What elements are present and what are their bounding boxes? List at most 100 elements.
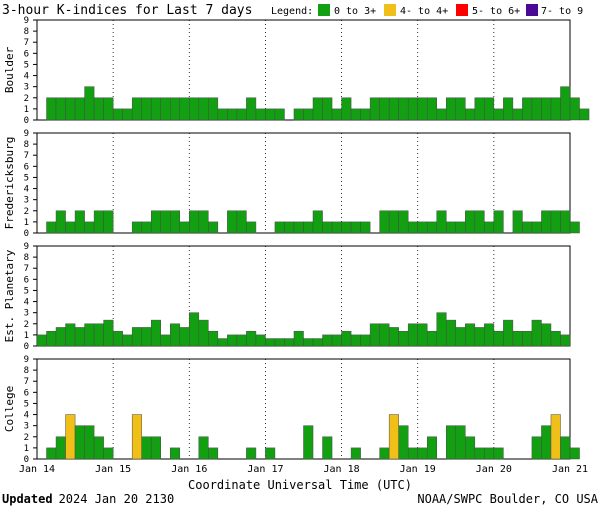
k-index-bar [522,97,533,121]
k-index-bar [93,97,104,121]
k-index-bar [417,447,428,460]
k-index-bar [569,447,580,460]
chart-title: 3-hour K-indices for Last 7 days [2,3,252,18]
k-index-bar [293,108,304,121]
y-tick-label: 2 [24,320,29,330]
k-index-bar [369,323,380,347]
k-index-bar [512,108,523,121]
k-index-bar [293,330,304,347]
k-index-bar [312,210,323,234]
x-axis-label: Coordinate Universal Time (UTC) [188,478,412,492]
y-tick-label: 9 [24,355,29,365]
k-index-bar [227,210,238,234]
k-index-bar [407,323,418,347]
k-index-bar [341,97,352,121]
k-index-bar [484,97,495,121]
k-index-bar [208,447,219,460]
k-index-bar [341,221,352,234]
k-index-bar [84,86,95,121]
panel-station-label: College [3,386,16,432]
k-index-bar [84,221,95,234]
k-index-bar [446,425,457,460]
k-index-bar [455,327,466,347]
k-index-bar [322,221,333,234]
k-index-bar [265,108,276,121]
k-index-bar [503,97,514,121]
k-index-bar [550,97,561,121]
k-index-bar [322,436,333,460]
k-index-bar [426,97,438,121]
k-index-bar [493,447,504,460]
legend-swatch-purple [526,4,538,16]
k-index-bar [141,327,152,347]
legend-label: Legend: [271,6,313,17]
y-tick-label: 7 [24,151,29,161]
k-index-bar [112,108,123,121]
k-index-bar [122,334,133,347]
y-tick-label: 8 [24,140,29,150]
x-tick-label: Jan 16 [171,464,207,475]
k-index-bar [131,97,142,121]
y-tick-label: 5 [24,173,29,183]
k-index-bar [112,330,123,347]
k-index-bar [293,221,304,234]
k-index-bar [512,210,523,234]
y-tick-label: 7 [24,264,29,274]
k-index-bar [46,330,57,347]
k-index-bar [407,447,418,460]
footer-source: NOAA/SWPC Boulder, CO USA [417,492,598,506]
k-index-bar [246,97,257,121]
y-tick-label: 0 [24,229,29,239]
k-index-bar [379,97,390,121]
y-tick-label: 4 [24,298,29,308]
k-index-bar [160,334,171,347]
y-tick-label: 6 [24,275,29,285]
k-index-bar [255,334,266,347]
y-tick-label: 0 [24,455,29,465]
k-index-bar [379,447,390,460]
k-index-bar [379,323,390,347]
k-index-bar [417,221,428,234]
k-index-bar [398,210,409,234]
legend-item-5-6: 5- to 6+ [472,6,520,17]
k-index-bar [93,210,104,234]
k-index-bar [265,338,276,347]
k-index-bar [388,210,399,234]
y-tick-label: 4 [24,411,29,421]
k-index-bar [46,221,57,234]
k-index-bar [455,97,466,121]
k-index-bar [541,97,552,121]
y-tick-label: 1 [24,105,29,115]
k-index-bar [179,97,190,121]
k-index-bar [255,108,266,121]
k-index-bar [103,319,114,347]
y-tick-label: 3 [24,309,29,319]
k-index-bar [417,323,428,347]
y-tick-label: 3 [24,422,29,432]
k-index-bar [170,210,181,234]
k-index-bar [150,97,161,121]
k-index-bar [312,97,323,121]
legend: Legend: 0 to 3+ 4- to 4+ 5- to 6+ 7- to … [271,4,583,17]
k-index-bar [569,221,580,234]
k-index-bar [388,414,399,460]
panel-station-label: Est. Planetary [3,249,16,342]
k-index-bar [541,323,552,347]
k-index-bar [198,436,209,460]
k-index-bar [198,319,209,347]
k-index-bar [474,97,485,121]
k-index-bar [189,210,200,234]
k-index-bar [426,436,438,460]
y-tick-label: 6 [24,388,29,398]
k-index-bar [74,425,85,460]
k-index-bar [350,221,361,234]
k-index-bar [579,108,590,121]
k-index-bar [522,330,533,347]
k-index-bar [569,97,580,121]
k-index-bar [170,323,181,347]
k-index-bar [407,221,418,234]
k-index-bar [474,210,485,234]
k-index-bar [217,108,228,121]
k-index-bar [74,97,85,121]
